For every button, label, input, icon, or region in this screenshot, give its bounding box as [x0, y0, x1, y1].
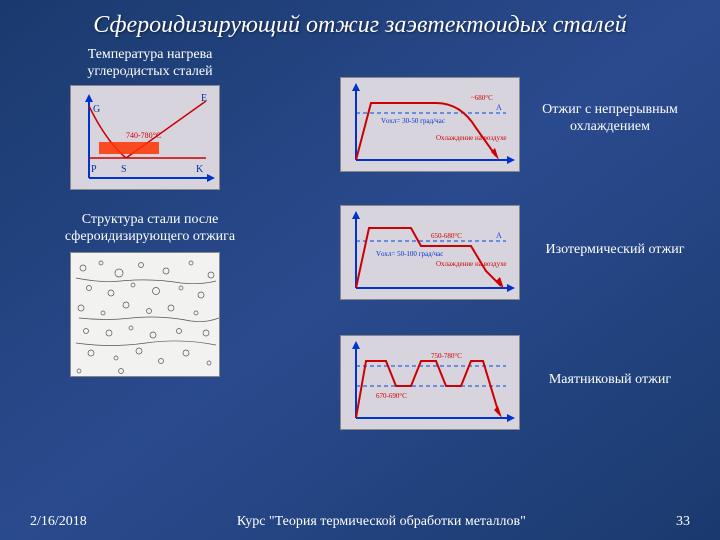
label-isothermal: Изотермический отжиг — [530, 242, 700, 259]
svg-text:P: P — [91, 164, 97, 175]
svg-text:650-680°С: 650-680°С — [431, 232, 462, 240]
phase-diagram: G P S K E 740-780°С — [70, 85, 220, 190]
svg-text:K: K — [196, 164, 204, 175]
footer-course: Курс "Теория термической обработки метал… — [237, 514, 526, 530]
svg-text:S: S — [121, 164, 127, 175]
svg-text:G: G — [93, 104, 100, 115]
curve-isothermal: A Vохл= 50-100 град/час 650-680°С Охлажд… — [340, 205, 520, 300]
svg-text:Охлаждение на воздухе: Охлаждение на воздухе — [436, 134, 507, 142]
footer-page: 33 — [676, 514, 690, 530]
microstructure — [70, 252, 220, 377]
temp-heading: Температура нагрева углеродистых сталей — [60, 47, 240, 81]
label-pendulum: Маятниковый отжиг — [530, 372, 690, 389]
svg-text:~680°С: ~680°С — [471, 94, 493, 102]
footer: 2/16/2018 Курс "Теория термической обраб… — [0, 514, 720, 530]
label-continuous: Отжиг с непрерывным охлаждением — [530, 102, 690, 136]
svg-text:Vохл= 30-50 град/час: Vохл= 30-50 град/час — [381, 117, 445, 125]
structure-heading: Структура стали после сфероидизирующего … — [50, 212, 250, 246]
svg-text:Vохл= 50-100 град/час: Vохл= 50-100 град/час — [376, 250, 443, 258]
curve-continuous: A Vохл= 30-50 град/час ~680°С Охлаждение… — [340, 77, 520, 172]
svg-text:A: A — [496, 231, 502, 240]
svg-text:E: E — [201, 93, 207, 104]
curve-pendulum: 750-780°С 670-690°С — [340, 335, 520, 430]
svg-text:Охлаждение на воздухе: Охлаждение на воздухе — [436, 260, 507, 268]
svg-text:670-690°С: 670-690°С — [376, 392, 407, 400]
slide-title: Сфероидизирующий отжиг заэвтектоидых ста… — [0, 0, 720, 47]
svg-text:750-780°С: 750-780°С — [431, 352, 462, 360]
svg-text:740-780°С: 740-780°С — [126, 131, 161, 140]
svg-text:A: A — [496, 103, 502, 112]
footer-date: 2/16/2018 — [30, 514, 87, 530]
content-area: Температура нагрева углеродистых сталей … — [0, 47, 720, 507]
